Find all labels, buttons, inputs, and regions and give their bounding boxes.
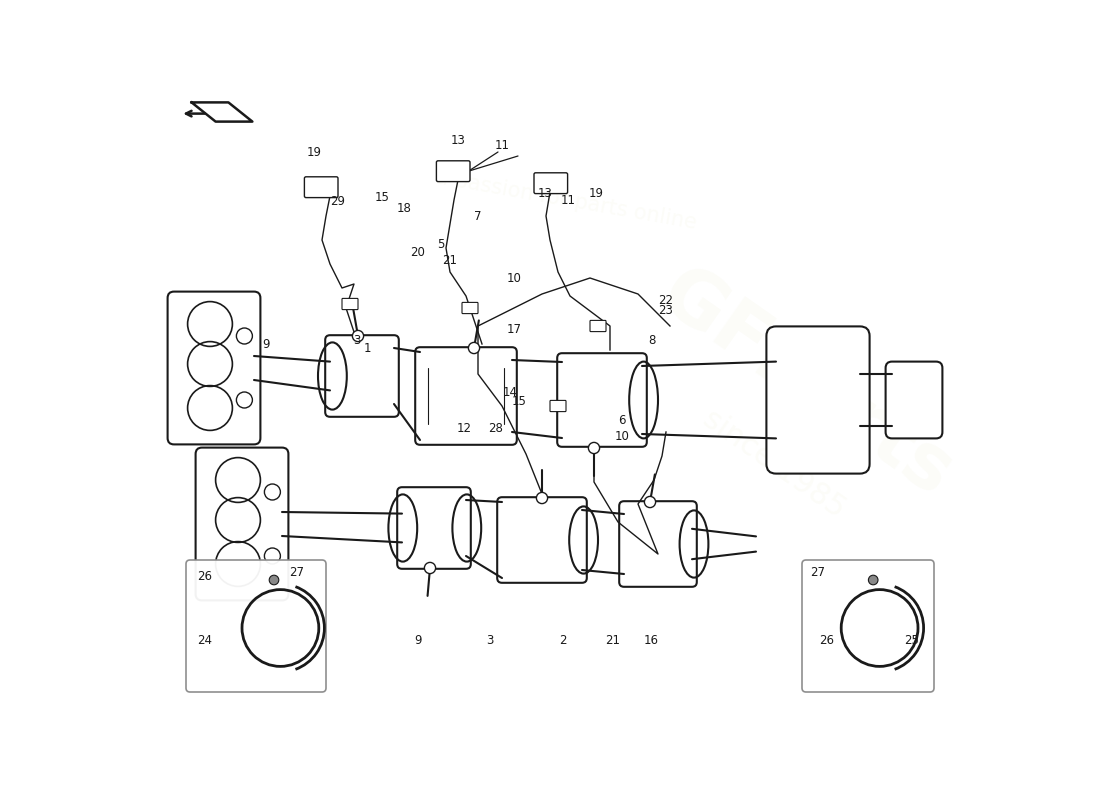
Circle shape — [588, 442, 600, 454]
Text: 5: 5 — [437, 238, 444, 250]
Text: 3: 3 — [486, 634, 494, 646]
Text: 25: 25 — [904, 634, 918, 646]
Circle shape — [270, 575, 278, 585]
FancyBboxPatch shape — [619, 501, 696, 587]
Text: 27: 27 — [810, 566, 825, 578]
Circle shape — [645, 496, 656, 508]
FancyBboxPatch shape — [590, 320, 606, 331]
FancyBboxPatch shape — [497, 497, 586, 582]
Text: 23: 23 — [659, 304, 673, 317]
FancyBboxPatch shape — [342, 298, 358, 310]
FancyBboxPatch shape — [167, 292, 261, 444]
FancyBboxPatch shape — [326, 335, 399, 417]
Text: 9: 9 — [415, 634, 421, 646]
Text: 1: 1 — [364, 342, 372, 354]
Text: 26: 26 — [197, 570, 212, 582]
Text: 15: 15 — [512, 395, 526, 408]
Circle shape — [425, 562, 436, 574]
Text: 17: 17 — [506, 323, 521, 336]
FancyBboxPatch shape — [886, 362, 943, 438]
FancyBboxPatch shape — [550, 400, 566, 411]
Circle shape — [469, 342, 480, 354]
FancyBboxPatch shape — [305, 177, 338, 198]
Text: 7: 7 — [474, 210, 482, 222]
FancyBboxPatch shape — [558, 354, 647, 446]
Text: 13: 13 — [538, 187, 552, 200]
Text: 13: 13 — [451, 134, 465, 146]
FancyBboxPatch shape — [767, 326, 870, 474]
FancyBboxPatch shape — [437, 161, 470, 182]
Text: 10: 10 — [615, 430, 629, 442]
Text: since 1985: since 1985 — [697, 404, 850, 524]
Text: 14: 14 — [503, 386, 517, 398]
Text: 21: 21 — [442, 254, 458, 266]
Text: GFParts: GFParts — [646, 256, 967, 512]
Text: 20: 20 — [410, 246, 426, 258]
Text: 12: 12 — [456, 422, 472, 434]
Text: 19: 19 — [307, 146, 321, 158]
FancyBboxPatch shape — [196, 448, 288, 600]
Text: 22: 22 — [659, 294, 673, 306]
Text: 8: 8 — [649, 334, 656, 346]
FancyBboxPatch shape — [462, 302, 478, 314]
Text: 18: 18 — [397, 202, 411, 214]
Text: 9: 9 — [262, 338, 270, 350]
Text: 21: 21 — [605, 634, 620, 646]
Text: 26: 26 — [820, 634, 834, 646]
FancyBboxPatch shape — [802, 560, 934, 692]
Circle shape — [352, 330, 364, 342]
Text: 2: 2 — [559, 634, 566, 646]
Text: 29: 29 — [330, 195, 345, 208]
FancyBboxPatch shape — [397, 487, 471, 569]
FancyBboxPatch shape — [186, 560, 326, 692]
Text: 16: 16 — [644, 634, 658, 646]
Polygon shape — [191, 102, 252, 122]
Text: 3: 3 — [353, 334, 360, 346]
Circle shape — [537, 492, 548, 504]
Text: 27: 27 — [289, 566, 304, 578]
Text: 6: 6 — [618, 414, 626, 426]
Text: 15: 15 — [375, 191, 389, 204]
FancyBboxPatch shape — [415, 347, 517, 445]
Text: 10: 10 — [507, 272, 521, 285]
FancyBboxPatch shape — [534, 173, 568, 194]
Text: 28: 28 — [488, 422, 503, 434]
Text: 19: 19 — [588, 187, 604, 200]
Text: 11: 11 — [495, 139, 509, 152]
Circle shape — [868, 575, 878, 585]
Text: 24: 24 — [197, 634, 212, 646]
Text: a passion for parts online: a passion for parts online — [433, 167, 698, 233]
Text: 11: 11 — [561, 194, 576, 206]
